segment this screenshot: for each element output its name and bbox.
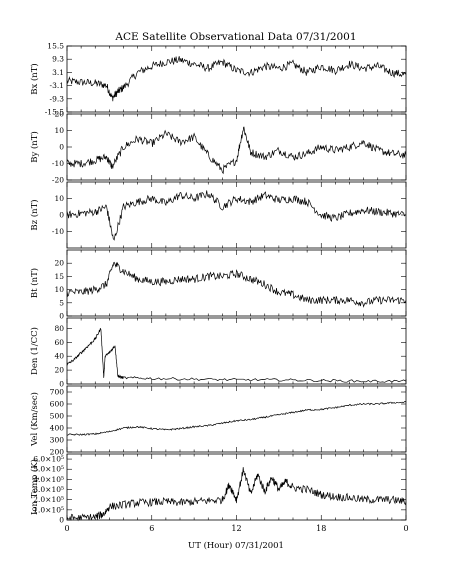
panel-frame bbox=[66, 385, 407, 453]
y-tick-label: 3.0×10⁵ bbox=[33, 485, 64, 494]
x-tick-label: 18 bbox=[316, 524, 326, 533]
panel-3: 10 0 -10 Bz (nT) bbox=[29, 181, 407, 249]
y-axis-label: Ion Temp (K) bbox=[29, 459, 40, 515]
y-tick-label: 200 bbox=[50, 448, 65, 457]
y-tick-label: -15.5 bbox=[45, 108, 64, 117]
panel-7: 6.0×10⁵5.0×10⁵4.0×10⁵3.0×10⁵2.0×10⁵1.0×1… bbox=[29, 453, 407, 525]
panel-frame bbox=[66, 249, 407, 317]
y-tick-label: 10 bbox=[54, 126, 64, 135]
panel-frame bbox=[66, 45, 407, 113]
y-tick-label: 5 bbox=[59, 298, 64, 307]
panel-6: 700 600 500 400 300 200 Vel (Km/sec) bbox=[29, 385, 407, 457]
y-axis-label: By (nT) bbox=[29, 131, 40, 163]
y-axis-label: Bt (nT) bbox=[29, 268, 40, 298]
y-axis-label: Bz (nT) bbox=[29, 199, 40, 230]
x-axis-label: UT (Hour) 07/31/2001 bbox=[188, 540, 284, 551]
series-5-line bbox=[66, 327, 407, 383]
y-axis-label: Den (1/CC) bbox=[29, 327, 40, 375]
y-tick-label: 0 bbox=[59, 312, 64, 321]
y-tick-label: 20 bbox=[54, 366, 64, 375]
y-tick-label: 2.0×10⁵ bbox=[33, 495, 64, 504]
y-tick-label: 60 bbox=[54, 338, 64, 347]
y-tick-label: 15.5 bbox=[47, 42, 64, 51]
x-tick-label: 6 bbox=[149, 524, 154, 533]
y-tick-label: -3.1 bbox=[50, 81, 64, 90]
y-tick-label: 4.0×10⁵ bbox=[33, 475, 64, 484]
y-tick-label: 10 bbox=[54, 285, 64, 294]
panel-frame bbox=[66, 181, 407, 249]
panel-2: 20 10 0 -10 -20 By (nT) bbox=[29, 110, 407, 185]
y-tick-label: 0 bbox=[59, 380, 64, 389]
y-tick-label: 10 bbox=[54, 194, 64, 203]
y-tick-label: -10 bbox=[52, 159, 64, 168]
y-tick-label: -9.3 bbox=[50, 94, 65, 103]
y-tick-label: -10 bbox=[52, 227, 64, 236]
series-3-line bbox=[66, 190, 406, 241]
series-2-line bbox=[66, 126, 407, 175]
y-tick-label: 5.0×10⁵ bbox=[33, 465, 64, 474]
y-tick-label: 500 bbox=[50, 412, 65, 421]
y-tick-label: 20 bbox=[54, 110, 64, 119]
y-tick-label: 400 bbox=[50, 424, 65, 433]
panel-5: 80 60 40 20 0 Den (1/CC) bbox=[29, 317, 407, 389]
y-tick-label: 80 bbox=[54, 324, 64, 333]
x-tick-label: 0 bbox=[64, 524, 69, 533]
y-tick-label: 0 bbox=[59, 516, 64, 525]
series-4-line bbox=[66, 261, 407, 308]
panels: 15.5 9.3 3.1 -3.1 -9.3 -15.5 Bx (nT) 20 10 0 -10 -2… bbox=[29, 42, 407, 525]
y-tick-label: 0 bbox=[59, 143, 64, 152]
y-tick-label: 6.0×10⁵ bbox=[33, 455, 64, 464]
y-tick-label: 9.3 bbox=[52, 55, 64, 64]
series-1-line bbox=[66, 56, 407, 102]
panel-1: 15.5 9.3 3.1 -3.1 -9.3 -15.5 Bx (nT) bbox=[29, 42, 407, 117]
y-tick-label: 700 bbox=[50, 388, 65, 397]
panel-frame bbox=[66, 453, 407, 521]
x-tick-label: 12 bbox=[231, 524, 241, 533]
y-tick-label: 1.0×10⁵ bbox=[33, 505, 64, 514]
y-tick-label: 40 bbox=[54, 352, 64, 361]
y-tick-label: 20 bbox=[54, 259, 64, 268]
y-tick-label: 3.1 bbox=[52, 68, 64, 77]
y-tick-label: 300 bbox=[50, 436, 65, 445]
series-7-line bbox=[66, 467, 407, 522]
y-tick-label: 600 bbox=[50, 400, 65, 409]
y-tick-label: -20 bbox=[52, 176, 64, 185]
panel-4: 20 15 10 5 0 Bt (nT) bbox=[29, 249, 407, 321]
y-tick-label: 15 bbox=[54, 272, 64, 281]
y-tick-label: 0 bbox=[59, 211, 64, 220]
chart-title: ACE Satellite Observational Data 07/31/2… bbox=[114, 31, 356, 43]
series-6-line bbox=[66, 401, 407, 436]
x-axis: 0 6 12 18 0 bbox=[64, 524, 408, 533]
x-tick-label: 0 bbox=[403, 524, 408, 533]
y-axis-label: Bx (nT) bbox=[29, 63, 40, 95]
y-axis-label: Vel (Km/sec) bbox=[29, 392, 40, 447]
